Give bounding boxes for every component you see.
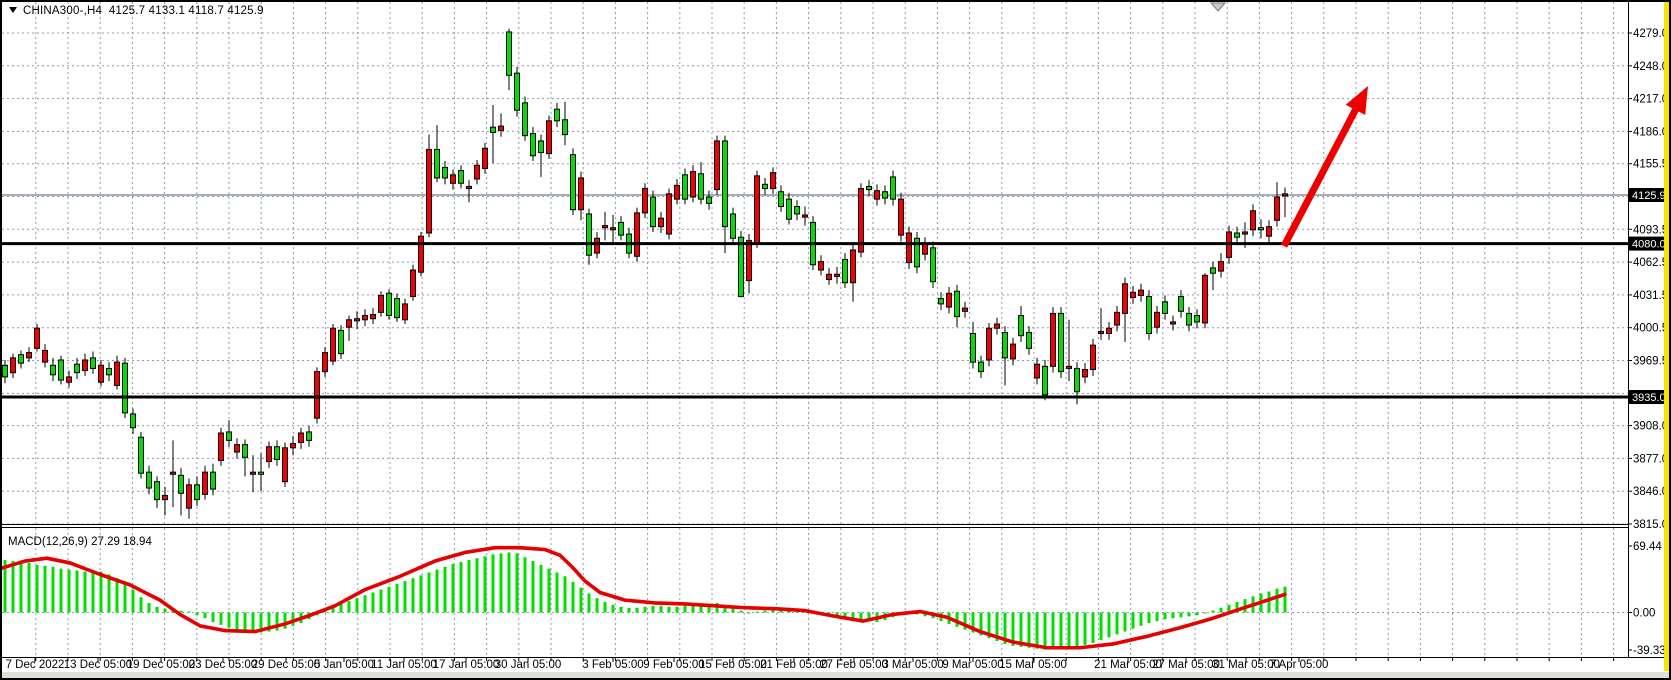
svg-text:4093.5: 4093.5 xyxy=(1633,224,1668,236)
svg-text:19 Dec 05:00: 19 Dec 05:00 xyxy=(127,659,195,671)
svg-text:3877.0: 3877.0 xyxy=(1633,453,1668,465)
svg-text:4248.0: 4248.0 xyxy=(1633,61,1668,73)
svg-text:3 Feb 05:00: 3 Feb 05:00 xyxy=(582,659,643,671)
svg-text:4217.0: 4217.0 xyxy=(1633,94,1668,106)
symbol-period-label: CHINA300-,H4 xyxy=(23,5,103,17)
macd-scale: 69.44 0.00 -39.33 xyxy=(1628,541,1666,657)
macd-indicator-label: MACD(12,26,9) 27.29 18.94 xyxy=(8,536,152,548)
svg-text:9 Feb 05:00: 9 Feb 05:00 xyxy=(643,659,704,671)
svg-text:13 Dec 05:00: 13 Dec 05:00 xyxy=(64,659,132,671)
svg-text:29 Dec 05:00: 29 Dec 05:00 xyxy=(252,659,320,671)
svg-text:30 Jan 05:00: 30 Jan 05:00 xyxy=(495,659,562,671)
svg-text:3935.0: 3935.0 xyxy=(1632,392,1666,404)
svg-text:31 Mar 05:00: 31 Mar 05:00 xyxy=(1212,659,1280,671)
svg-text:4031.5: 4031.5 xyxy=(1633,290,1668,302)
macd-signal-line xyxy=(0,545,1287,650)
svg-text:21 Feb 05:00: 21 Feb 05:00 xyxy=(760,659,828,671)
price-badge xyxy=(1629,188,1666,203)
symbol-dropdown-icon[interactable] xyxy=(9,7,17,14)
svg-text:3815.0: 3815.0 xyxy=(1633,519,1668,531)
horizontal-price-lines[interactable] xyxy=(2,242,1628,399)
svg-text:4125.9: 4125.9 xyxy=(1632,190,1666,202)
svg-text:17 Jan 05:00: 17 Jan 05:00 xyxy=(433,659,500,671)
chart-shift-marker-icon xyxy=(1209,2,1227,12)
price-axis: 4279.0 4248.0 4217.0 4186.0 4155.5 4093.5 4062… xyxy=(1628,28,1668,531)
svg-text:15 Feb 05:00: 15 Feb 05:00 xyxy=(699,659,767,671)
trend-arrow[interactable] xyxy=(1280,86,1368,248)
svg-text:4080.0: 4080.0 xyxy=(1632,239,1666,251)
price-badge xyxy=(1629,390,1666,405)
svg-text:9 Mar 05:00: 9 Mar 05:00 xyxy=(942,659,1003,671)
svg-text:27 Mar 05:00: 27 Mar 05:00 xyxy=(1152,659,1220,671)
bottom-strip xyxy=(1,672,1670,679)
svg-text:5 Jan 05:00: 5 Jan 05:00 xyxy=(314,659,374,671)
price-badge xyxy=(1629,236,1666,251)
svg-text:23 Dec 05:00: 23 Dec 05:00 xyxy=(189,659,257,671)
svg-text:3969.5: 3969.5 xyxy=(1633,356,1668,368)
ohlc-readout xyxy=(102,5,109,17)
svg-text:4186.0: 4186.0 xyxy=(1633,126,1668,138)
svg-text:-39.33: -39.33 xyxy=(1633,645,1666,657)
svg-text:4062.5: 4062.5 xyxy=(1633,257,1668,269)
svg-text:4000.5: 4000.5 xyxy=(1633,323,1668,335)
svg-text:15 Mar 05:00: 15 Mar 05:00 xyxy=(999,659,1067,671)
svg-text:4155.5: 4155.5 xyxy=(1633,159,1668,171)
svg-text:3908.0: 3908.0 xyxy=(1633,421,1668,433)
svg-text:4279.0: 4279.0 xyxy=(1633,28,1668,40)
svg-text:69.44: 69.44 xyxy=(1633,541,1662,553)
chart-title: CHINA300-,H4 4125.7 4133.1 4118.7 4125.9 xyxy=(7,5,264,17)
svg-text:3846.0: 3846.0 xyxy=(1633,486,1668,498)
svg-text:0.00: 0.00 xyxy=(1633,608,1655,620)
svg-text:11 Jan 05:00: 11 Jan 05:00 xyxy=(371,659,437,671)
svg-text:27 Feb 05:00: 27 Feb 05:00 xyxy=(820,659,888,671)
svg-text:7 Apr 05:00: 7 Apr 05:00 xyxy=(1270,659,1329,671)
ohlc-values: 4125.7 4133.1 4118.7 4125.9 xyxy=(108,5,264,17)
svg-text:3 Mar 05:00: 3 Mar 05:00 xyxy=(882,659,943,671)
svg-text:21 Mar 05:00: 21 Mar 05:00 xyxy=(1094,659,1162,671)
svg-text:7 Dec 2022: 7 Dec 2022 xyxy=(6,659,65,671)
right-edge-highlight xyxy=(1664,2,1669,671)
